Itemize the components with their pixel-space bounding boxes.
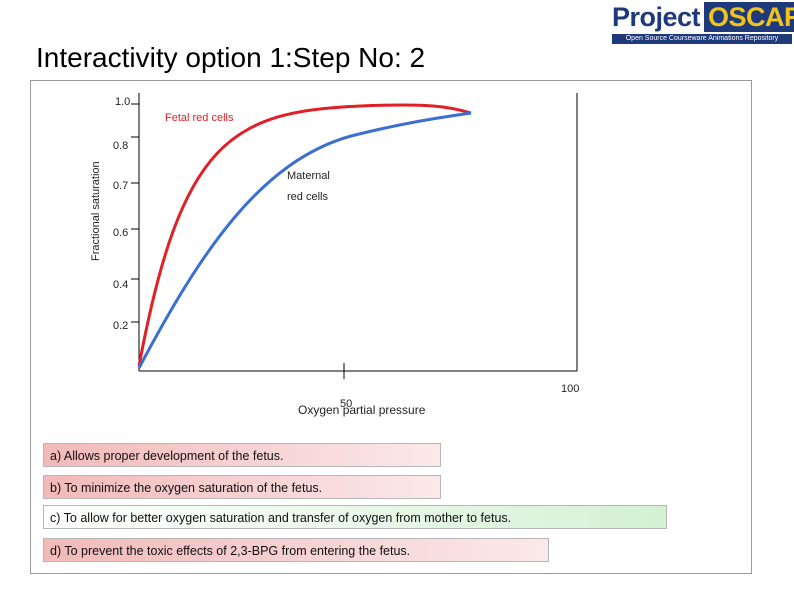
y-tick-marks [131,103,139,323]
maternal-curve-label-line1: Maternal [287,170,330,182]
fetal-curve [137,103,472,367]
maternal-curve [137,111,472,369]
y-tick-label: 0.4 [113,279,128,291]
answer-option-c[interactable]: c) To allow for better oxygen saturation… [43,505,667,529]
interactive-panel: 1.0 0.8 0.7 0.6 0.4 0.2 50 100 Oxygen pa… [30,80,752,574]
page-title: Interactivity option 1:Step No: 2 [36,42,426,73]
x-axis-title: Oxygen partial pressure [298,403,426,417]
logo-word-oscar: OSCAR [704,2,794,32]
logo-tagline: Open Source Courseware Animations Reposi… [612,34,792,44]
y-tick-label: 0.2 [113,320,128,332]
dissociation-curve-chart: 1.0 0.8 0.7 0.6 0.4 0.2 50 100 Oxygen pa… [90,93,579,417]
x-tick-label: 50 [340,398,352,410]
y-tick-label: 0.8 [113,140,128,152]
logo-wordmark: Project OSCAR [612,2,794,32]
project-oscar-logo: Project OSCAR Open Source Courseware Ani… [612,2,794,46]
maternal-curve-label-line2: red cells [287,191,328,203]
x-tick-label: 100 [561,383,579,395]
answer-option-a[interactable]: a) Allows proper development of the fetu… [43,443,441,467]
answer-option-d[interactable]: d) To prevent the toxic effects of 2,3-B… [43,538,549,562]
answer-option-b[interactable]: b) To minimize the oxygen saturation of … [43,475,441,499]
y-tick-label: 0.7 [113,180,128,192]
logo-word-project: Project [612,2,701,32]
y-tick-label: 0.6 [113,227,128,239]
fetal-curve-label: Fetal red cells [165,112,234,124]
y-tick-label: 1.0 [115,96,130,108]
y-axis-title: Fractional saturation [90,161,102,261]
